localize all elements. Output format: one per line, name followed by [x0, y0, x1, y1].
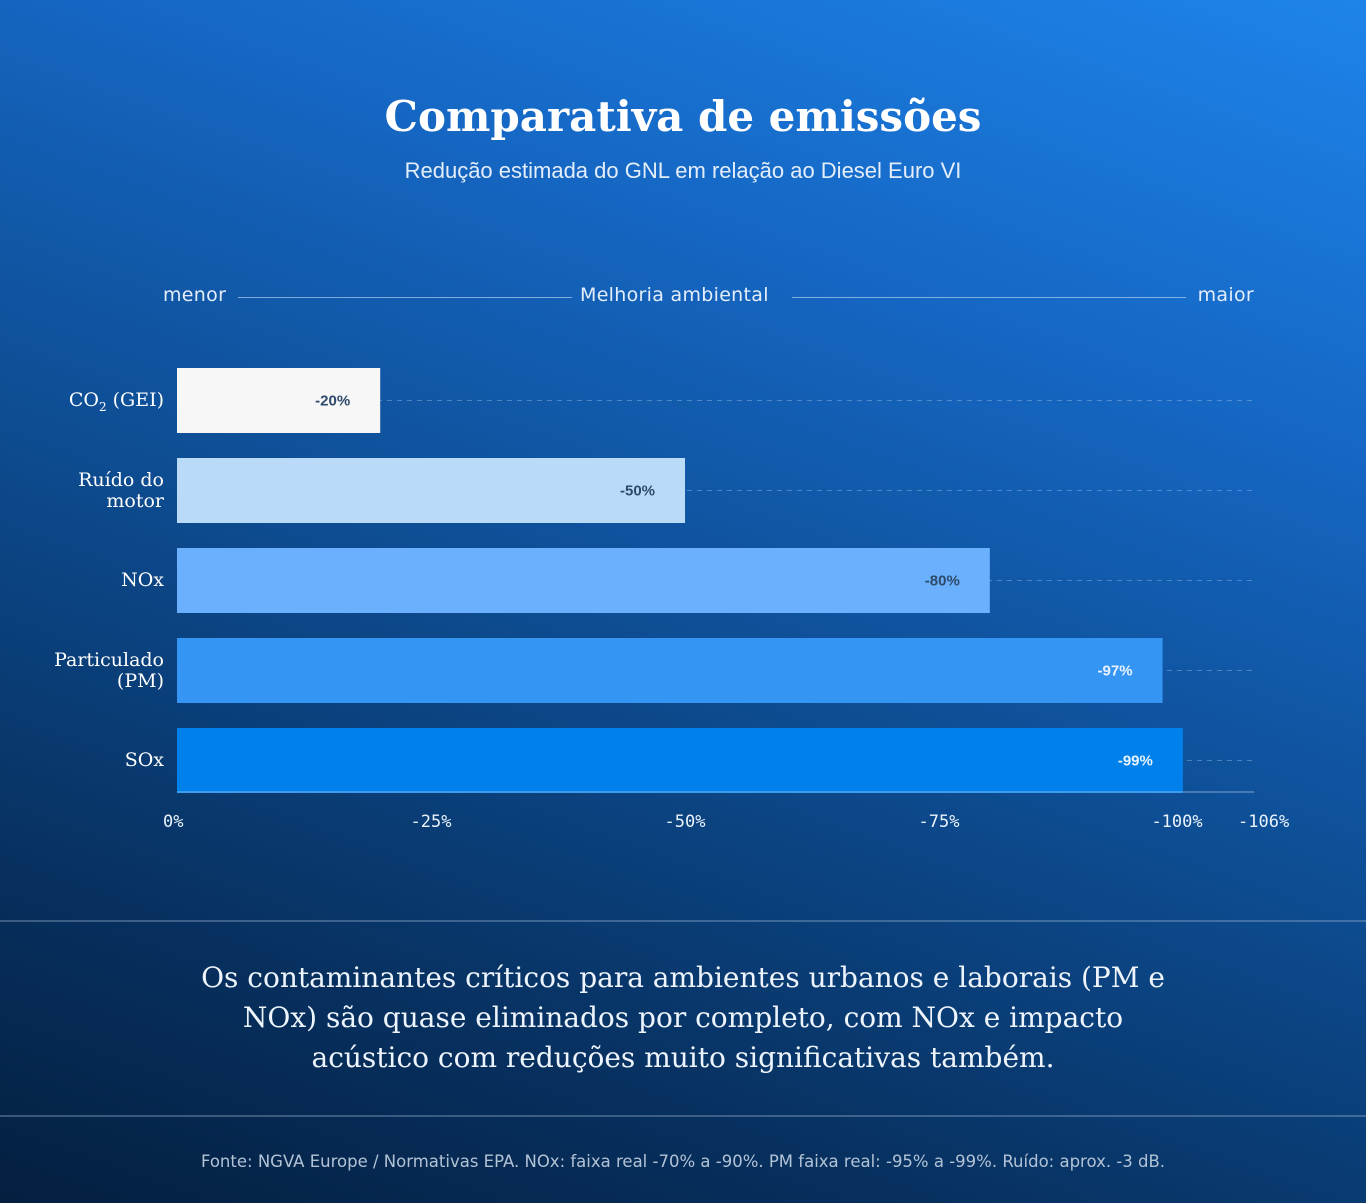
data-label: -50% — [620, 483, 655, 500]
x-tick-label: -75% — [919, 812, 960, 832]
scale-center-label: Melhoria ambiental — [580, 284, 769, 306]
bar — [177, 368, 381, 433]
category-label: CO2 (GEI) — [68, 388, 164, 414]
data-label: -20% — [315, 393, 350, 410]
chart-subtitle: Redução estimada do GNL em relação ao Di… — [404, 158, 962, 183]
data-label: -99% — [1118, 753, 1153, 770]
category-label: Particulado (PM) — [54, 648, 164, 692]
source-text: Fonte: NGVA Europe / Normativas EPA. NOx… — [200, 1152, 1166, 1171]
x-tick-label: -25% — [411, 812, 452, 832]
scale-left-label: menor — [163, 284, 227, 306]
category-label: SOx — [124, 748, 164, 771]
data-label: -97% — [1098, 663, 1133, 680]
data-label: -80% — [925, 573, 960, 590]
bar — [177, 638, 1163, 703]
bar — [177, 728, 1183, 793]
x-tick-label: -100% — [1151, 812, 1202, 832]
divider-bottom — [0, 1115, 1366, 1117]
x-tick-label: -50% — [665, 812, 706, 832]
x-tick-label: -106% — [1238, 812, 1289, 832]
bar — [177, 458, 686, 523]
chart-title: Comparativa de emissões — [384, 92, 982, 141]
scale-right-label: maior — [1197, 284, 1254, 306]
category-label: Ruído do motor — [78, 468, 164, 512]
scale-line-left — [238, 297, 572, 298]
bar-chart: -20% -50% -80% -97% -99% 0% -25% -50% -75% -100% -… — [163, 368, 1290, 832]
divider-top — [0, 920, 1366, 922]
bar — [177, 548, 990, 613]
chart-note: Os contaminantes críticos para ambientes… — [201, 961, 1165, 1074]
scale-line-right — [792, 297, 1186, 298]
category-label: NOx — [121, 568, 164, 591]
x-tick-label: 0% — [163, 812, 183, 832]
